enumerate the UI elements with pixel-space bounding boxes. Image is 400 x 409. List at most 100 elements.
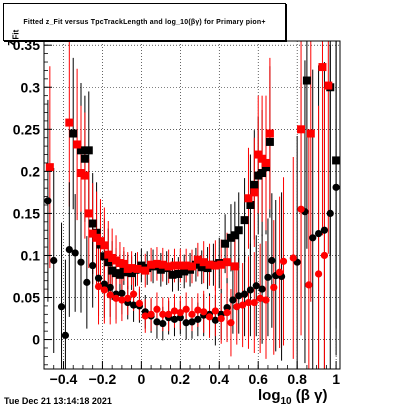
- square-marker: [174, 269, 183, 278]
- square-marker: [193, 255, 202, 264]
- data-markers: [44, 63, 341, 339]
- x-tick-label: 0.8: [287, 371, 307, 387]
- y-tick-label: 0.1: [21, 247, 41, 263]
- circle-marker: [118, 289, 126, 297]
- circle-marker: [246, 286, 255, 294]
- circle-marker: [279, 257, 288, 265]
- circle-marker: [112, 294, 120, 302]
- circle-marker: [170, 307, 179, 315]
- square-marker: [332, 156, 341, 165]
- square-marker: [69, 129, 78, 138]
- circle-marker: [182, 305, 190, 313]
- circle-marker: [100, 280, 108, 288]
- square-marker: [211, 261, 220, 270]
- y-tick-label: 0.3: [21, 79, 41, 95]
- square-marker: [258, 169, 267, 178]
- circle-marker: [135, 299, 144, 307]
- square-marker: [115, 270, 124, 279]
- circle-marker: [309, 234, 317, 242]
- circle-marker: [50, 256, 58, 265]
- circle-marker: [233, 303, 241, 311]
- square-marker: [84, 146, 93, 155]
- circle-marker: [159, 319, 167, 328]
- circle-marker: [89, 261, 97, 270]
- square-marker: [96, 237, 105, 246]
- square-marker: [230, 262, 239, 271]
- circle-marker: [65, 245, 73, 254]
- circle-marker: [170, 315, 179, 323]
- x-tick-label: 0.6: [248, 371, 268, 387]
- circle-marker: [153, 318, 161, 326]
- square-marker: [230, 231, 239, 240]
- circle-marker: [176, 314, 184, 322]
- square-marker: [141, 266, 150, 275]
- square-marker: [180, 267, 189, 276]
- square-marker: [197, 263, 206, 272]
- circle-marker: [297, 205, 305, 213]
- y-tick-label: 0.15: [13, 205, 40, 221]
- square-marker: [234, 226, 243, 235]
- square-marker: [104, 258, 113, 267]
- square-marker: [168, 270, 177, 279]
- x-tick-label: 1: [332, 371, 340, 387]
- chart-title-text: Fitted z_Fit versus TpcTrackLength and l…: [23, 18, 266, 26]
- circle-marker: [223, 304, 231, 312]
- circle-marker: [100, 286, 108, 294]
- circle-marker: [94, 274, 103, 282]
- circle-marker: [320, 226, 329, 234]
- square-marker: [84, 209, 93, 218]
- square-marker: [65, 118, 74, 127]
- square-marker: [77, 146, 85, 155]
- x-tick-label: 0: [137, 371, 145, 387]
- circle-marker: [147, 310, 155, 318]
- circle-marker: [44, 197, 52, 205]
- x-tick-label: 0.4: [210, 371, 230, 387]
- circle-marker: [124, 294, 132, 302]
- circle-marker: [258, 285, 266, 293]
- square-marker: [176, 261, 185, 270]
- y-tick-label: 0.35: [13, 37, 40, 53]
- square-marker: [250, 180, 259, 189]
- circle-marker: [176, 309, 184, 317]
- y-tick-label: 0.05: [13, 290, 40, 306]
- circle-marker: [194, 306, 202, 314]
- square-marker: [297, 125, 306, 134]
- square-marker: [240, 216, 249, 225]
- square-marker: [158, 260, 167, 269]
- circle-marker: [264, 273, 272, 281]
- circle-marker: [153, 305, 161, 313]
- square-marker: [80, 154, 89, 163]
- circle-marker: [182, 319, 190, 327]
- circle-marker: [129, 290, 138, 298]
- x-tick-label: −0.4: [50, 371, 78, 387]
- circle-marker: [270, 283, 278, 292]
- chart-title: Fitted z_Fit versus TpcTrackLength and l…: [3, 3, 286, 41]
- square-marker: [88, 219, 97, 228]
- square-marker: [265, 137, 274, 146]
- square-marker: [262, 163, 270, 172]
- square-marker: [217, 260, 226, 269]
- circle-marker: [159, 310, 167, 318]
- square-marker: [302, 76, 311, 85]
- square-marker: [223, 258, 232, 267]
- square-marker: [152, 259, 161, 268]
- square-marker: [254, 150, 263, 159]
- circle-marker: [314, 229, 323, 238]
- square-marker: [182, 261, 191, 270]
- circle-marker: [77, 258, 85, 266]
- circle-marker: [118, 296, 126, 304]
- axis-ticks: [43, 44, 337, 369]
- x-tick-label: 0.2: [171, 371, 191, 387]
- circle-marker: [200, 308, 208, 316]
- tick-labels: −0.4 −0.2 0 0.2 0.4 0.6 0.8 1 0 0.05 0.1 0.15 0.2 0.2…: [13, 37, 340, 387]
- circle-marker: [305, 281, 313, 289]
- circle-marker: [188, 318, 196, 326]
- circle-marker: [239, 301, 247, 309]
- circle-marker: [211, 307, 219, 315]
- square-marker: [205, 260, 214, 269]
- square-marker: [318, 63, 327, 72]
- circle-marker: [94, 282, 103, 291]
- circle-marker: [240, 290, 249, 298]
- circle-marker: [276, 268, 284, 276]
- circle-marker: [165, 310, 173, 318]
